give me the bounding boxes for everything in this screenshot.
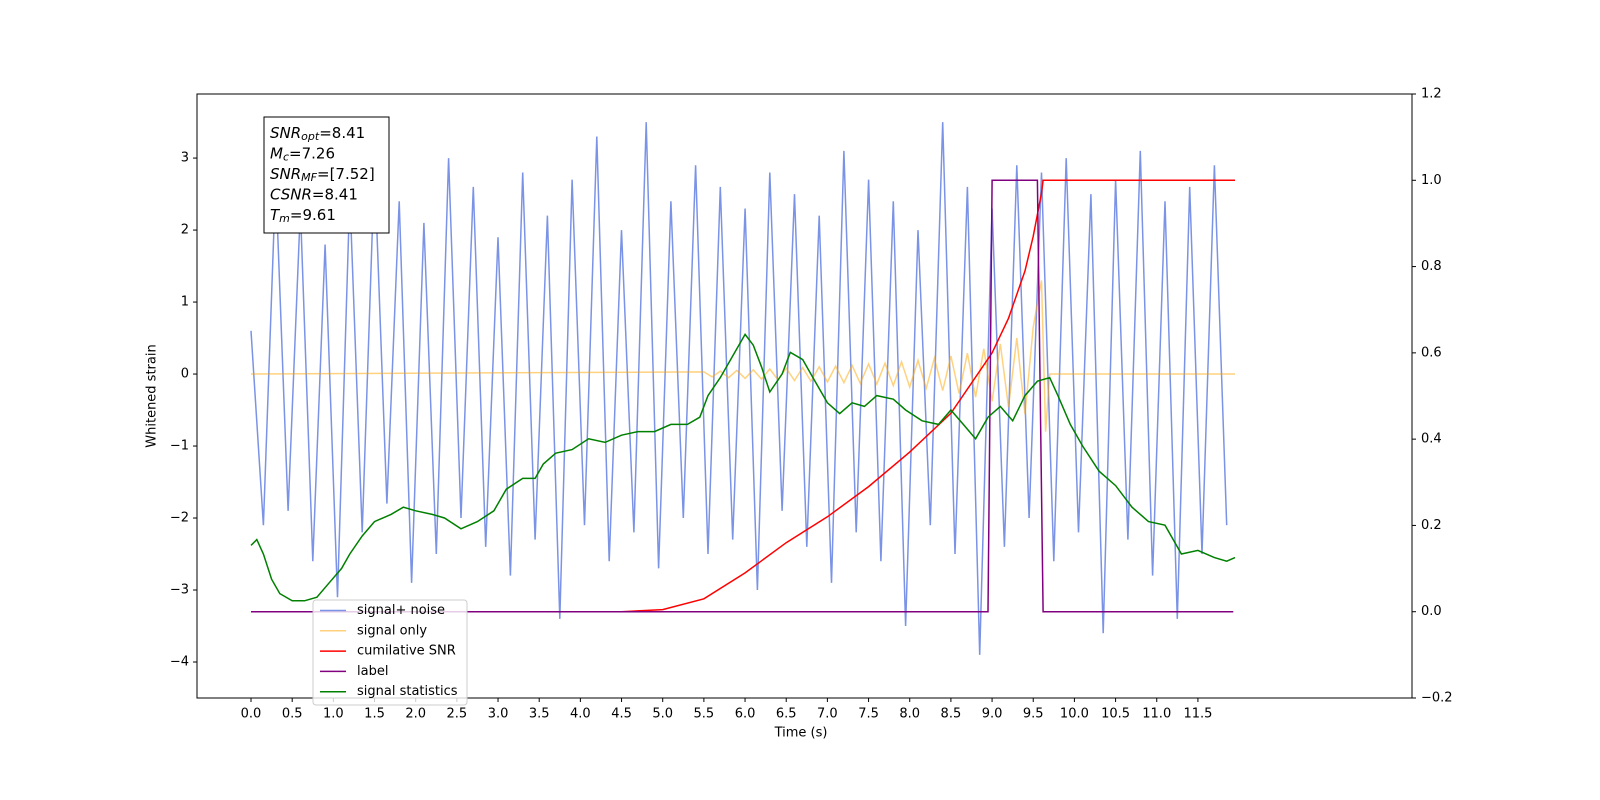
y2-tick-label: 1.0 [1421, 173, 1442, 188]
series-line [250, 280, 1235, 432]
legend-label: signal statistics [357, 684, 458, 699]
annotation-symbol: T [270, 206, 281, 224]
annotation-value: =7.26 [289, 144, 335, 162]
series-line [251, 179, 1235, 613]
annotation-symbol: SNR [270, 165, 301, 183]
annotation: Mc=7.26 [270, 144, 335, 164]
y-tick-label: −2 [170, 511, 189, 526]
y-axis-label: Whitened strain [145, 344, 160, 447]
annotation-value: =[7.52] [317, 165, 375, 183]
x-tick-label: 3.5 [529, 707, 550, 722]
annotation-subscript: c [283, 151, 289, 164]
x-tick-label: 11.0 [1142, 707, 1171, 722]
y2-tick-label: 0.0 [1421, 604, 1442, 619]
x-tick-label: 5.0 [652, 707, 673, 722]
annotation: SNRMF=[7.52] [270, 165, 375, 185]
x-tick-label: 4.0 [570, 707, 591, 722]
y2-tick-label: 0.2 [1421, 518, 1442, 533]
x-tick-label: 4.5 [611, 707, 632, 722]
series-line [251, 179, 1234, 613]
series-line [250, 122, 1228, 655]
annotation-value: =8.41 [312, 185, 358, 203]
x-tick-label: 5.5 [694, 707, 715, 722]
annotation-symbol: SNR [270, 124, 301, 142]
x-tick-label: 0.0 [241, 707, 262, 722]
x-tick-label: 8.0 [899, 707, 920, 722]
legend-label: cumilative SNR [357, 644, 456, 659]
y-tick-label: 3 [181, 151, 189, 166]
annotation: Tm=9.61 [270, 206, 336, 226]
x-tick-label: 7.5 [858, 707, 879, 722]
annotation: SNRopt=8.41 [270, 124, 365, 144]
y-tick-label: −4 [170, 655, 189, 670]
x-tick-label: 6.0 [735, 707, 756, 722]
annotation-subscript: MF [301, 171, 317, 184]
x-tick-label: 1.5 [364, 707, 385, 722]
x-tick-label: 2.5 [447, 707, 468, 722]
annotation-value: =9.61 [290, 206, 336, 224]
legend-box [312, 599, 468, 706]
annotation-box [263, 116, 390, 234]
annotation-subscript: opt [301, 130, 320, 143]
x-tick-label: 6.5 [776, 707, 797, 722]
series-line [250, 333, 1236, 602]
y2-tick-label: 1.2 [1421, 87, 1442, 102]
annotation-subscript: m [279, 212, 290, 225]
x-axis-label: Time (s) [774, 726, 828, 741]
annotation-symbol: M [270, 144, 283, 162]
y2-tick-label: 0.6 [1421, 345, 1442, 360]
x-tick-label: 8.5 [941, 707, 962, 722]
annotation-symbol: CSNR [270, 185, 312, 203]
y2-tick-label: 0.4 [1421, 432, 1442, 447]
legend-label: label [357, 664, 388, 679]
y-tick-label: 0 [181, 367, 189, 382]
x-tick-label: 2.0 [405, 707, 426, 722]
y-tick-label: −1 [170, 439, 189, 454]
legend-label: signal+ noise [357, 603, 445, 618]
x-tick-label: 10.0 [1060, 707, 1089, 722]
x-tick-label: 11.5 [1183, 707, 1212, 722]
y2-tick-label: 0.8 [1421, 259, 1442, 274]
x-tick-label: 1.0 [323, 707, 344, 722]
legend-label: signal only [357, 623, 427, 638]
plot-frame [196, 93, 1413, 699]
x-tick-label: 3.0 [488, 707, 509, 722]
x-tick-label: 10.5 [1101, 707, 1130, 722]
x-tick-label: 9.0 [982, 707, 1003, 722]
y-tick-label: −3 [170, 583, 189, 598]
y-tick-label: 2 [181, 223, 189, 238]
y-tick-label: 1 [181, 295, 189, 310]
x-tick-label: 9.5 [1023, 707, 1044, 722]
x-tick-label: 0.5 [282, 707, 303, 722]
x-tick-label: 7.0 [817, 707, 838, 722]
annotation: CSNR=8.41 [270, 185, 358, 203]
y2-tick-label: −0.2 [1421, 691, 1453, 706]
annotation-value: =8.41 [319, 124, 365, 142]
